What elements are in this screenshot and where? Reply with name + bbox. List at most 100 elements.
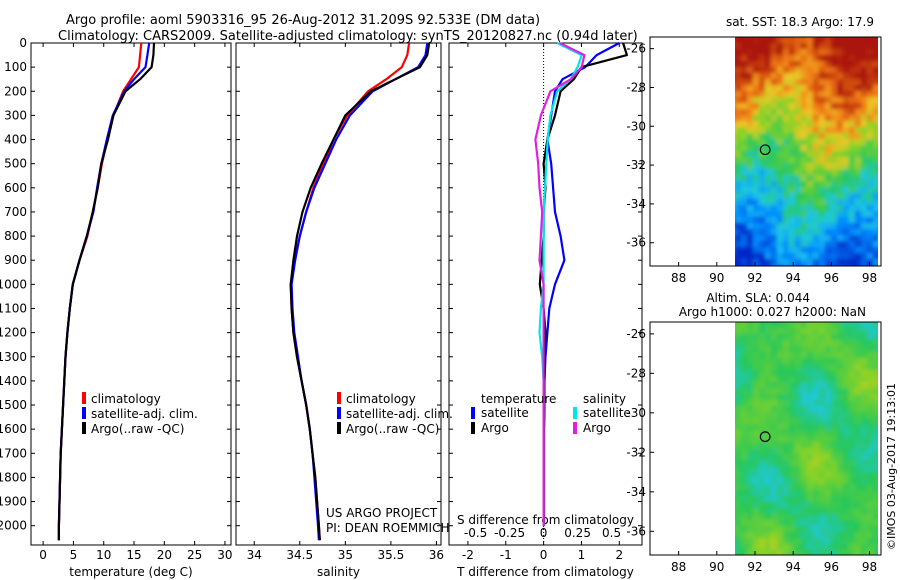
map-cell	[794, 85, 802, 92]
map-cell	[776, 388, 784, 395]
map-cell	[746, 55, 754, 62]
map-cell	[723, 127, 730, 134]
map-cell	[735, 400, 736, 407]
map-cell	[717, 376, 724, 383]
map-cell	[794, 532, 802, 539]
map-cell	[836, 418, 844, 425]
map-cell	[872, 424, 878, 431]
map-cell	[836, 37, 844, 44]
map-cell	[824, 235, 832, 242]
map-cell	[782, 235, 790, 242]
map-cell	[758, 175, 766, 182]
map-cell	[830, 37, 838, 44]
map-cell	[794, 448, 802, 455]
map-cell	[711, 133, 718, 140]
map-cell	[866, 424, 874, 431]
map-cell	[800, 151, 808, 158]
map-cell	[879, 169, 886, 176]
map-cell	[788, 436, 796, 443]
map-cell	[806, 115, 814, 122]
map-cell	[782, 259, 790, 266]
map-cell	[830, 97, 838, 104]
legend-label: satellite-adj. clim.	[91, 407, 198, 421]
map-cell	[866, 382, 874, 389]
map-cell	[854, 91, 862, 98]
map-cell	[758, 133, 766, 140]
map-cell	[818, 253, 826, 260]
map-cell	[770, 37, 778, 44]
map-cell	[764, 181, 772, 188]
map-cell	[866, 211, 874, 218]
map-cell	[885, 241, 892, 248]
map-cell	[818, 193, 826, 200]
map-cell	[723, 133, 730, 140]
map-cell	[812, 193, 820, 200]
map-cell	[860, 247, 868, 254]
map-cell	[830, 436, 838, 443]
map-cell	[735, 520, 742, 527]
map-cell	[824, 199, 832, 206]
map-cell	[854, 394, 862, 401]
map-cell	[842, 127, 850, 134]
map-cell	[879, 253, 886, 260]
map-cell	[842, 169, 850, 176]
map-cell	[848, 49, 856, 56]
map-cell	[879, 127, 886, 134]
map-cell	[764, 91, 772, 98]
map-cell	[806, 247, 814, 254]
map-cell	[782, 388, 790, 395]
map-cell	[885, 358, 892, 365]
map-cell	[800, 187, 808, 194]
map-cell	[746, 127, 754, 134]
map-cell	[794, 442, 802, 449]
map-cell	[806, 235, 814, 242]
map-cell	[746, 175, 754, 182]
map-cell	[806, 442, 814, 449]
map-cell	[830, 55, 838, 62]
map-cell	[818, 520, 826, 527]
map-cell	[800, 376, 808, 383]
map-cell	[800, 37, 808, 44]
map-cell	[735, 394, 736, 401]
map-cell	[758, 364, 766, 371]
map-cell	[770, 73, 778, 80]
map-cell	[872, 466, 878, 473]
map-cell	[794, 229, 802, 236]
map-cell	[866, 322, 874, 329]
map-cell	[836, 61, 844, 68]
map-cell	[752, 454, 760, 461]
map-cell	[812, 544, 820, 551]
map-cell	[764, 109, 772, 116]
map-y-tick-label: -36	[626, 524, 646, 538]
map-cell	[794, 121, 802, 128]
map-cell	[770, 484, 778, 491]
legend-swatch	[82, 392, 86, 404]
x-tick-label: 0	[540, 548, 548, 562]
map-cell	[788, 514, 796, 521]
map-cell	[885, 103, 892, 110]
map-cell	[812, 145, 820, 152]
map-cell	[866, 460, 874, 467]
map-cell	[782, 490, 790, 497]
map-cell	[735, 544, 742, 551]
map-cell	[806, 73, 814, 80]
map-cell	[735, 382, 742, 389]
panel-frame	[235, 42, 442, 546]
map-cell	[788, 538, 796, 545]
map-cell	[836, 502, 844, 509]
map-cell	[735, 370, 742, 377]
map-cell	[752, 418, 760, 425]
map-cell	[735, 334, 736, 341]
map-cell	[770, 322, 778, 329]
map-cell	[866, 328, 874, 335]
map-cell	[830, 199, 838, 206]
map-cell	[794, 370, 802, 377]
map-cell	[764, 247, 772, 254]
map-cell	[794, 49, 802, 56]
map-cell	[842, 364, 850, 371]
map-cell	[879, 205, 886, 212]
map-cell	[758, 442, 766, 449]
map-cell	[872, 151, 878, 158]
map-cell	[770, 478, 778, 485]
map-cell	[866, 157, 874, 164]
